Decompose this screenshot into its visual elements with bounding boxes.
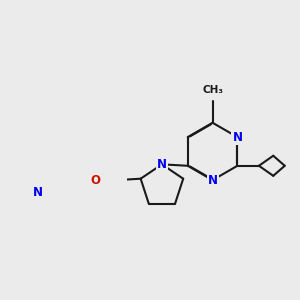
Text: O: O xyxy=(91,174,100,187)
Text: N: N xyxy=(208,174,218,187)
Text: CH₃: CH₃ xyxy=(202,85,223,95)
Text: N: N xyxy=(33,186,43,200)
Text: N: N xyxy=(232,130,242,144)
Text: N: N xyxy=(157,158,167,171)
